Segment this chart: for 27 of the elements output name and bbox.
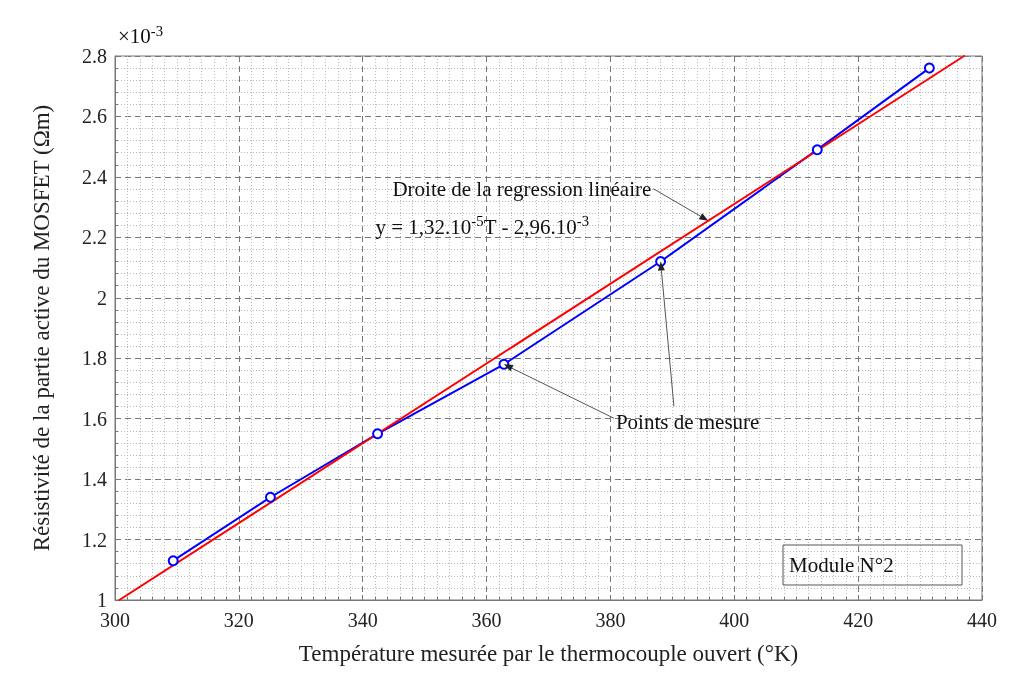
y-tick-label: 2.8 [82, 45, 107, 67]
point [167, 555, 179, 567]
x-tick-label: 300 [100, 609, 130, 631]
y-tick-label: 2 [97, 286, 107, 309]
y-tick-label: 2.4 [82, 165, 107, 188]
x-tick-label: 380 [595, 609, 626, 631]
y-tick-label: 1 [97, 589, 107, 611]
point [264, 491, 276, 503]
point [923, 62, 935, 74]
point [372, 428, 384, 440]
x-tick-label: 420 [843, 609, 874, 631]
annotation: Droite de la regression linéaire [392, 176, 652, 201]
x-tick-label: 360 [471, 609, 502, 631]
y-tick-label: 1.6 [82, 407, 107, 430]
y-axis-title: Résistivité de la partie active du MOSFET (Ωm) [29, 104, 54, 552]
y-tick-label: 1.2 [82, 528, 107, 551]
y-tick-label: 2.6 [82, 105, 107, 128]
point [811, 144, 823, 156]
x-tick-label: 340 [347, 609, 378, 631]
x-tick-label: 440 [967, 609, 997, 631]
annotation: Module N°2 [789, 553, 894, 577]
x-tick-label: 320 [223, 609, 254, 631]
y-tick-label: 1.8 [82, 347, 107, 370]
x-tick-label: 400 [719, 609, 750, 631]
y-tick-label: 2.2 [82, 226, 107, 249]
x-axis-title: Température mesurée par le thermocouple ouvert (°K) [298, 641, 799, 666]
y-tick-label: 1.4 [82, 468, 107, 491]
